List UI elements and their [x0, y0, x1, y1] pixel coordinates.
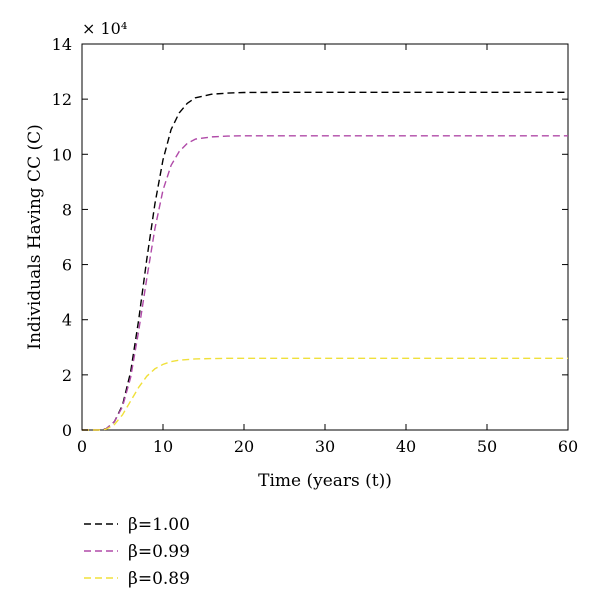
y-tick-label: 10	[52, 145, 72, 164]
x-tick-label: 30	[315, 437, 335, 456]
axis-ticks: 0 10 20 30 40 50 60 0 2 4 6 8 10 12 14	[52, 35, 579, 456]
plot-frame	[81, 43, 569, 431]
legend-label-0: β=1.00	[128, 515, 190, 535]
y-axis-label: Individuals Having CC (C)	[25, 124, 45, 349]
y-tick-label: 4	[62, 311, 72, 330]
x-tick-label: 10	[153, 437, 173, 456]
series-line-0	[82, 91, 568, 431]
y-tick-label: 14	[52, 35, 72, 54]
legend-label-2: β=0.89	[128, 569, 190, 589]
x-tick-label: 0	[77, 437, 87, 456]
legend-label-1: β=0.99	[128, 542, 190, 562]
y-axis-multiplier: × 10⁴	[82, 19, 127, 38]
y-tick-label: 12	[52, 90, 72, 109]
series-layer	[82, 91, 568, 431]
y-tick-label: 6	[62, 256, 72, 275]
plot-area	[81, 43, 569, 431]
x-axis-label: Time (years (t))	[258, 471, 392, 491]
y-tick-label: 0	[62, 421, 72, 440]
x-tick-label: 50	[477, 437, 497, 456]
y-tick-label: 2	[62, 366, 72, 385]
x-tick-label: 40	[396, 437, 416, 456]
series-line-2	[82, 357, 568, 431]
legend: β=1.00 β=0.99 β=0.89	[84, 515, 190, 589]
x-tick-label: 60	[558, 437, 578, 456]
x-tick-label: 20	[234, 437, 254, 456]
y-tick-label: 8	[62, 200, 72, 219]
series-line-1	[82, 135, 568, 431]
